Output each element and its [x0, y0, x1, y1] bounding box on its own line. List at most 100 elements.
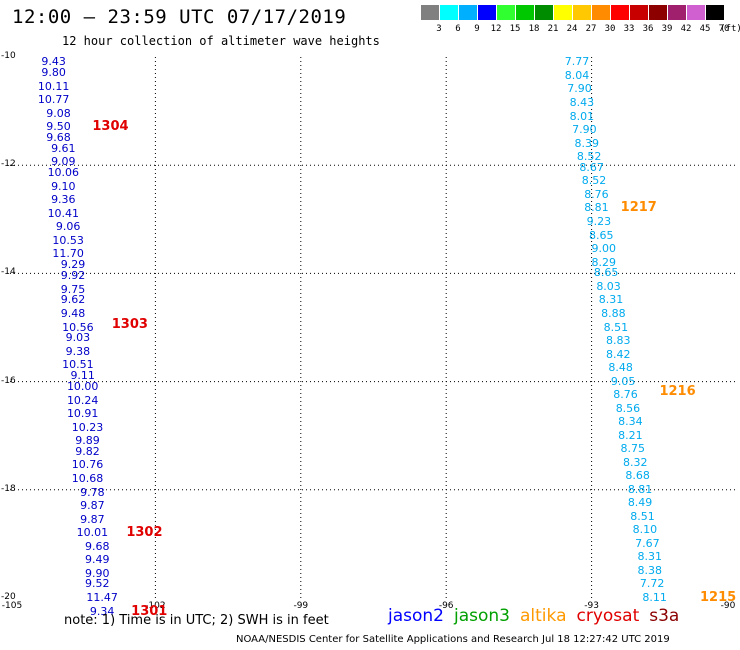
- wave-height-value: 9.89: [75, 434, 100, 448]
- legend-entry-altika: altika: [520, 606, 567, 626]
- wave-height-value: 9.48: [60, 306, 86, 320]
- latitude-tick-label: -20: [1, 592, 16, 602]
- wave-height-value: 9.62: [60, 293, 86, 307]
- wave-height-value: 9.09: [51, 155, 76, 169]
- longitude-tick-label: -90: [720, 601, 736, 611]
- wave-height-value: 8.83: [606, 334, 631, 348]
- scale-unit: (ft): [720, 24, 740, 34]
- wave-height-value: 10.91: [66, 407, 99, 421]
- wave-height-value: 8.81: [627, 482, 653, 496]
- wave-height-value: 9.00: [591, 242, 616, 256]
- wave-height-value: 10.11: [37, 79, 70, 93]
- legend-entry-cryosat: cryosat: [576, 606, 640, 626]
- wave-height-value: 9.49: [84, 553, 110, 567]
- wave-height-value: 9.05: [610, 374, 636, 388]
- scale-swatch: [535, 5, 553, 20]
- scale-label: 3: [436, 24, 442, 34]
- scale-label: 33: [623, 24, 635, 34]
- pass-time-label: 1217: [620, 200, 657, 216]
- wave-height-value: 8.88: [601, 306, 626, 320]
- wave-height-value: 8.34: [618, 415, 643, 429]
- wave-height-value: 7.77: [564, 55, 590, 69]
- wave-height-value: 8.31: [637, 550, 663, 564]
- scale-label: 12: [490, 24, 502, 34]
- wave-height-value: 9.68: [84, 539, 110, 553]
- scale-swatch: [611, 5, 629, 20]
- wave-height-value: 8.81: [584, 201, 609, 215]
- units-note: note: 1) Time is in UTC; 2) SWH is in fe…: [64, 613, 329, 628]
- latitude-tick-label: -10: [1, 51, 16, 61]
- wave-height-value: 8.01: [569, 109, 595, 123]
- wave-height-value: 8.11: [642, 591, 667, 604]
- wave-height-value: 8.10: [632, 523, 658, 537]
- wave-height-value: 8.42: [606, 347, 631, 361]
- scale-swatch: [630, 5, 648, 20]
- wave-height-value: 8.21: [618, 428, 643, 442]
- wave-height-value: 9.90: [84, 566, 110, 580]
- wave-height-value: 9.92: [60, 269, 86, 283]
- wave-height-value: 9.82: [75, 444, 100, 458]
- wave-height-value: 8.51: [603, 320, 629, 334]
- wave-height-value: 9.61: [51, 141, 76, 155]
- wave-height-value: 10.51: [62, 358, 94, 372]
- wave-height-value: 8.48: [608, 361, 633, 375]
- scale-label: 30: [604, 24, 616, 34]
- wave-height-value: 8.75: [620, 442, 646, 456]
- wave-height-value: 8.76: [613, 388, 638, 402]
- scale-swatch: [668, 5, 686, 20]
- satellite-legend: jason2 jason3 altika cryosat s3a: [388, 606, 689, 626]
- legend-entry-jason3: jason3: [454, 606, 510, 626]
- wave-height-value: 9.80: [41, 66, 66, 80]
- longitude-tick-label: -105: [1, 601, 23, 611]
- wave-height-value: 8.65: [589, 228, 614, 242]
- scale-swatch: [421, 5, 439, 20]
- page-title: 12:00 – 23:59 UTC 07/17/2019: [12, 6, 347, 28]
- pass-time-label: 1301: [131, 603, 168, 619]
- wave-height-value: 10.56: [62, 320, 94, 334]
- wave-height-value: 10.01: [76, 526, 109, 540]
- wave-height-value: 9.29: [60, 258, 86, 272]
- wave-height-value: 9.50: [46, 120, 71, 134]
- wave-height-value: 7.72: [639, 577, 665, 591]
- scale-swatch: [573, 5, 591, 20]
- credit-line: NOAA/NESDIS Center for Satellite Applica…: [236, 634, 670, 645]
- wave-height-value: 9.87: [80, 499, 105, 513]
- pass-time-label: 1216: [659, 384, 696, 400]
- page-subtitle: 12 hour collection of altimeter wave hei…: [62, 34, 380, 48]
- wave-height-value: 8.49: [627, 496, 653, 510]
- wave-height-value: 9.06: [55, 220, 81, 234]
- wave-height-value: 10.68: [71, 471, 104, 485]
- wave-height-value: 8.31: [598, 293, 624, 307]
- wave-height-value: 8.65: [593, 266, 619, 280]
- scale-label: 70: [718, 24, 730, 34]
- wave-height-value: 10.76: [71, 458, 104, 472]
- wave-height-value: 8.51: [630, 509, 655, 523]
- latitude-tick-label: -12: [1, 159, 16, 170]
- scale-swatch: [687, 5, 705, 20]
- wave-height-value: 9.87: [80, 512, 105, 526]
- wave-height-value: 8.52: [581, 174, 607, 188]
- longitude-tick-label: -102: [145, 601, 166, 611]
- wave-height-value: 9.23: [586, 215, 612, 228]
- wave-height-value: 10.41: [47, 206, 80, 220]
- scale-swatch: [497, 5, 515, 20]
- wave-height-value: 10.53: [52, 233, 84, 247]
- wave-height-value: 7.90: [572, 123, 597, 137]
- pass-time-label: 1304: [92, 119, 129, 135]
- scale-label: 42: [680, 24, 692, 34]
- longitude-tick-label: -96: [438, 601, 454, 611]
- wave-height-value: 8.38: [637, 563, 663, 577]
- scale-swatch: [706, 5, 724, 20]
- wave-height-value: 10.00: [66, 380, 99, 393]
- wave-height-value: 10.23: [71, 420, 104, 434]
- wave-height-value: 8.32: [622, 455, 648, 469]
- wave-height-value: 10.24: [66, 393, 99, 407]
- wave-height-value: 9.08: [46, 106, 71, 120]
- wave-height-value: 9.68: [46, 131, 71, 145]
- wave-height-value: 8.56: [615, 401, 641, 415]
- scale-swatch: [478, 5, 496, 20]
- wave-height-value: 9.11: [70, 369, 95, 383]
- scale-swatch: [592, 5, 610, 20]
- scale-label: 36: [642, 24, 654, 34]
- scale-label: 9: [474, 24, 480, 34]
